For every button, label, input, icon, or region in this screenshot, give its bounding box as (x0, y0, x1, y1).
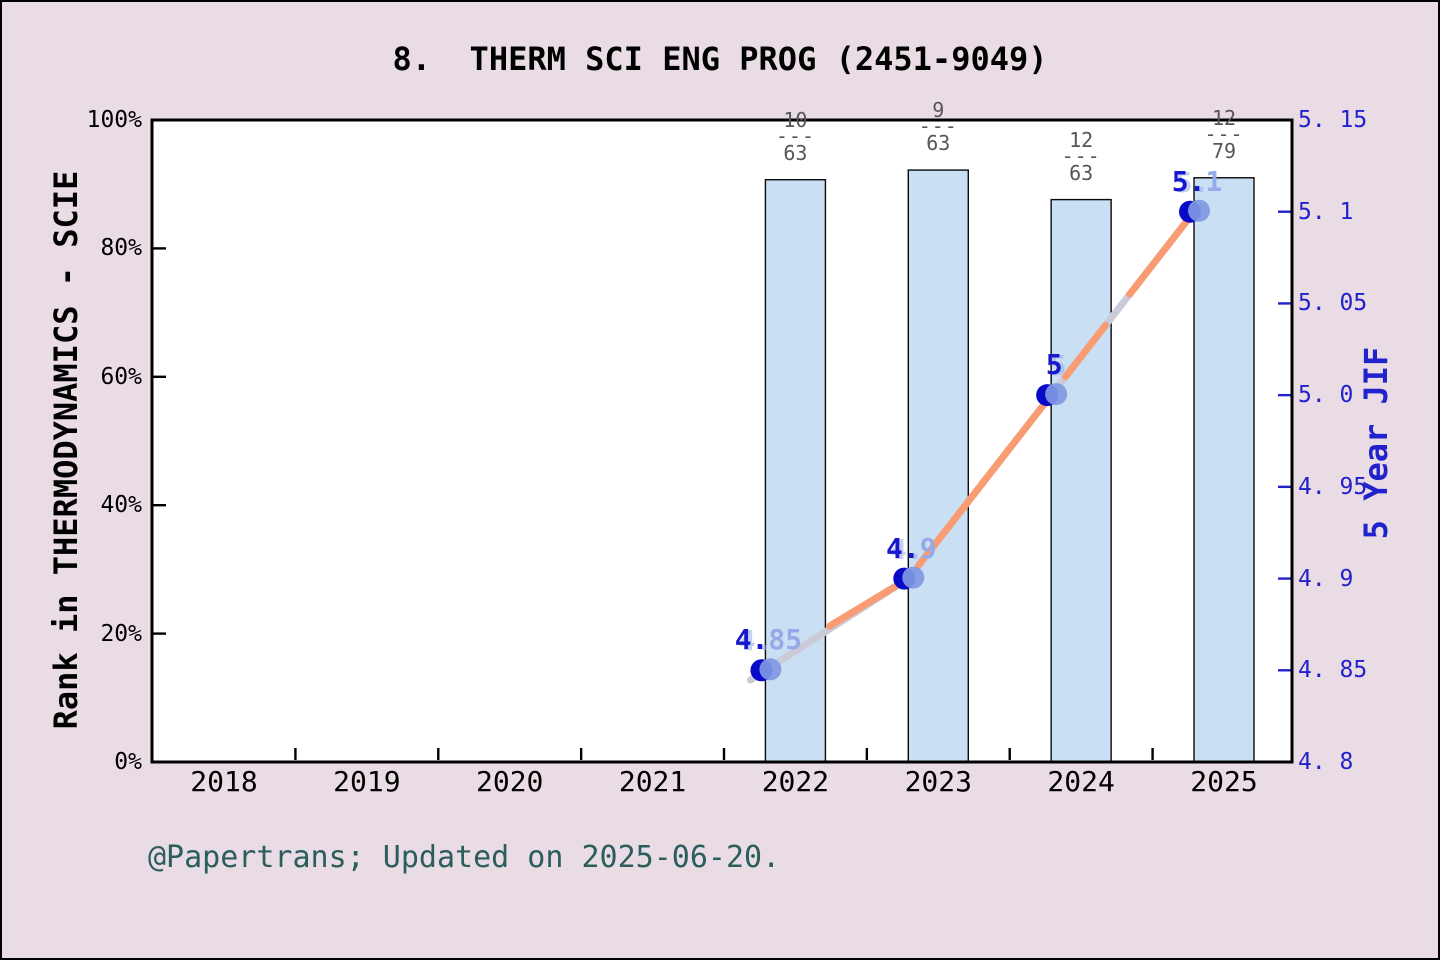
fraction-divider-2025: --- (1204, 121, 1244, 146)
fraction-rank-2023: 9 (932, 98, 945, 123)
jif-value-light-2025: 1 (1205, 164, 1223, 198)
left-tick-label-40%: 40% (100, 492, 142, 519)
fraction-divider-2022: --- (775, 123, 815, 148)
fraction-rank-2025: 12 (1211, 105, 1237, 130)
left-tick-label-60%: 60% (100, 363, 142, 390)
x-tick-label-2020: 2020 (475, 765, 544, 798)
x-tick-label-2024: 2024 (1047, 765, 1115, 798)
jif-line-orange-0 (826, 575, 912, 630)
bar-2023 (907, 169, 969, 763)
jif-value-dark-2023: 4. (885, 531, 920, 565)
fraction-total-2022: 63 (783, 140, 808, 165)
left-tick-label-20%: 20% (100, 620, 142, 647)
jif-value-light-2022: 85 (768, 623, 803, 657)
jif-value-dark-2022: 4. (734, 623, 769, 657)
left-tick-label-80%: 80% (100, 235, 142, 262)
left-axis-title: Rank in THERMODYNAMICS - SCIE (47, 170, 85, 730)
jif-value-label-2024: 5 (1046, 350, 1063, 380)
fraction-divider-2024: --- (1061, 143, 1101, 168)
right-tick-label-5.1: 5. 1 (1298, 198, 1354, 225)
fraction-rank-2024: 12 (1069, 127, 1094, 152)
x-tick-label-2019: 2019 (333, 765, 401, 798)
jif-marker-light-2023 (902, 566, 925, 589)
bar-fraction-2024: 12 --- 63 (1062, 129, 1101, 184)
jif-marker-light-2025 (1188, 199, 1210, 222)
x-tick-label-2023: 2023 (904, 765, 972, 798)
plot-border (150, 118, 1294, 764)
jif-line-orange-1 (914, 391, 1055, 570)
fraction-total-2025: 79 (1211, 138, 1237, 163)
bar-fraction-2023: 9 --- 63 (919, 99, 958, 154)
jif-value-label-2023: 4.9 (885, 531, 937, 565)
x-tick-label-2021: 2021 (618, 765, 687, 798)
right-tick-label-5.15: 5. 15 (1298, 107, 1368, 133)
fraction-divider-2023: --- (918, 114, 958, 139)
jif-value-dark-2025: 5. (1171, 164, 1206, 198)
jif-marker-light-2022 (759, 658, 782, 681)
fraction-rank-2022: 10 (783, 107, 808, 132)
bar-fraction-2022: 10 --- 63 (776, 109, 815, 164)
fraction-total-2023: 63 (926, 131, 951, 156)
x-tick-label-2018: 2018 (190, 765, 258, 798)
jif-marker-light-2024 (1045, 383, 1068, 406)
jif-line-orange-3 (1126, 208, 1198, 298)
x-tick-label-2022: 2022 (761, 765, 830, 798)
right-tick-label-4.95: 4. 95 (1298, 473, 1368, 500)
jif-value-label-2025: 5.1 (1171, 164, 1223, 198)
right-tick-label-4.85: 4. 85 (1298, 657, 1368, 684)
x-tick-label-2025: 2025 (1190, 765, 1258, 798)
jif-value-dark-2024: 5 (1045, 348, 1063, 382)
right-tick-label-5.05: 5. 05 (1298, 290, 1368, 317)
right-tick-label-4.8: 4. 8 (1298, 749, 1354, 775)
bar-fraction-2025: 12 --- 79 (1204, 107, 1243, 162)
watermark-text: @Papertrans; Updated on 2025-06-20. (148, 840, 781, 875)
right-tick-label-5: 5. 0 (1298, 382, 1354, 409)
fraction-total-2024: 63 (1069, 160, 1094, 185)
right-axis-title: 5 Year JIF (1357, 346, 1395, 540)
chart-title: 8. THERM SCI ENG PROG (2451-9049) (392, 40, 1048, 78)
right-tick-label-4.9: 4. 9 (1298, 565, 1354, 592)
bar-2024 (1050, 198, 1112, 763)
left-tick-label-0%: 0% (114, 749, 142, 775)
jif-value-light-2023: 9 (919, 531, 937, 565)
jif-line-orange-2 (1061, 321, 1109, 381)
left-tick-label-100%: 100% (86, 107, 142, 133)
jif-value-label-2022: 4.85 (735, 625, 802, 655)
